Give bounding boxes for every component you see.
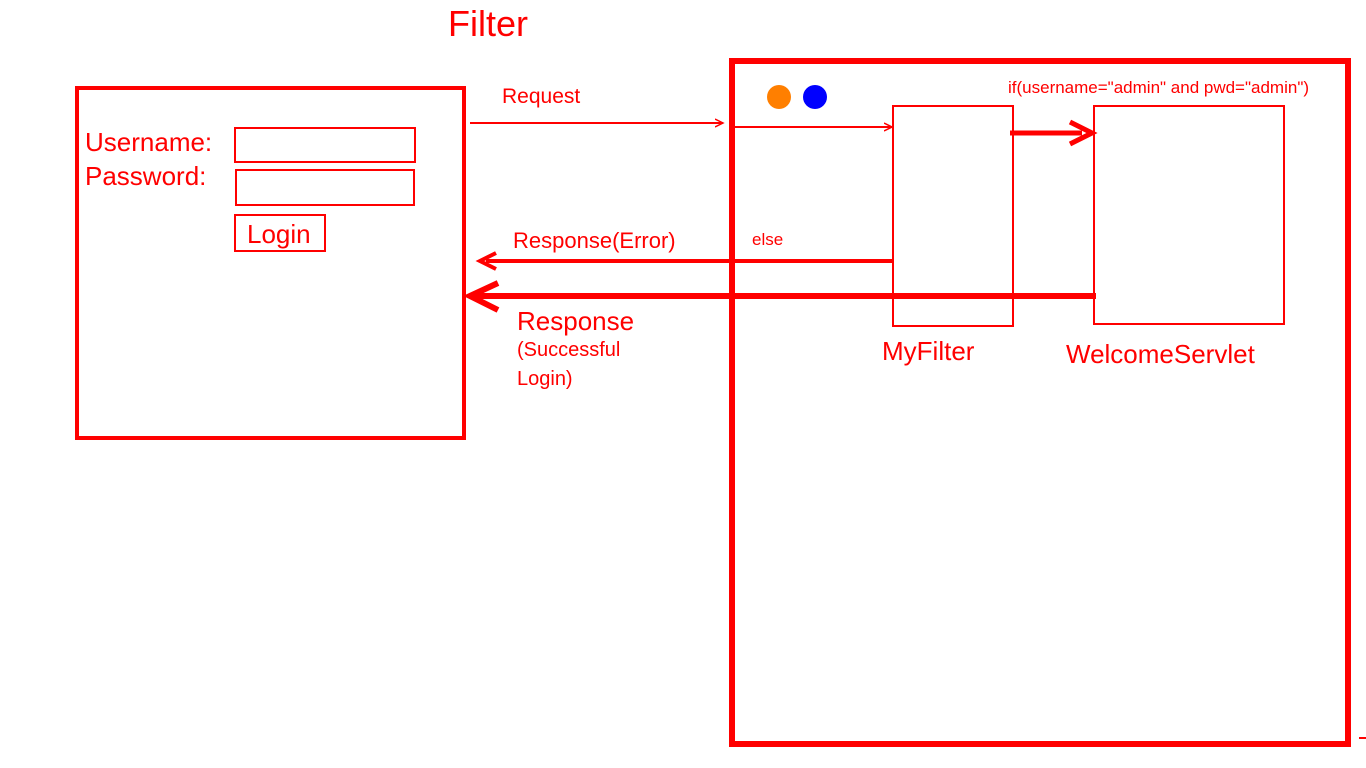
myfilter-label: MyFilter	[882, 336, 975, 366]
success-response-note-1: (Successful	[517, 339, 620, 361]
login-button-label: Login	[247, 219, 311, 249]
password-label: Password:	[85, 161, 206, 191]
else-label: else	[752, 230, 783, 249]
username-label: Username:	[85, 127, 212, 157]
diagram-title: Filter	[448, 3, 528, 44]
error-response-label: Response(Error)	[513, 228, 676, 253]
error-response-arrowhead	[475, 251, 497, 271]
username-input[interactable]	[234, 127, 416, 163]
server-container	[729, 58, 1351, 747]
filter-to-servlet-arrowhead	[1068, 119, 1098, 147]
success-response-label: Response	[517, 306, 634, 336]
success-response-arrowhead	[463, 280, 500, 313]
success-response-note-2: Login)	[517, 368, 573, 390]
request-label: Request	[502, 85, 580, 108]
login-button[interactable]	[234, 214, 326, 252]
password-input[interactable]	[235, 169, 415, 206]
client-login-page	[75, 86, 466, 440]
orange-dot-icon	[767, 85, 791, 109]
blue-dot-icon	[803, 85, 827, 109]
condition-label: if(username="admin" and pwd="admin")	[1008, 78, 1309, 97]
welcomeservlet-label: WelcomeServlet	[1066, 339, 1256, 369]
myfilter-box	[892, 105, 1014, 327]
welcomeservlet-box	[1093, 105, 1285, 325]
